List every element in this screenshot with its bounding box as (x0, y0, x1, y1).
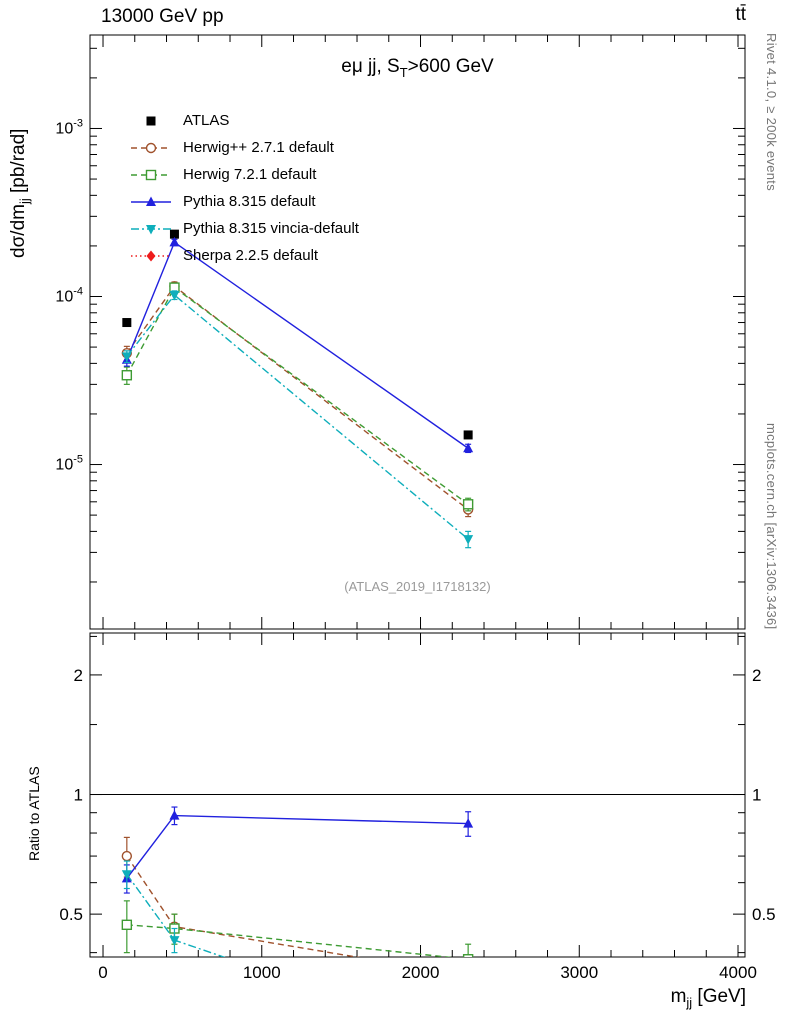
plot-title-post: >600 GeV (407, 56, 494, 77)
process-label: tt̄ (735, 4, 746, 25)
svg-text:10-5: 10-5 (55, 454, 83, 474)
marker-triangle-down (169, 936, 180, 946)
svg-text:2: 2 (74, 666, 83, 685)
legend-sample-herwig-2-7-1-default (131, 142, 171, 153)
x-axis-label-post: [GeV] (692, 986, 746, 1007)
legend-sample-pythia-8-315-vincia-default (131, 224, 171, 234)
svg-text:0.5: 0.5 (59, 905, 83, 924)
marker-triangle-down (463, 535, 474, 545)
legend-item-herwig-7-2-1-default: Herwig 7.2.1 default (129, 161, 359, 188)
svg-text:10-4: 10-4 (55, 286, 83, 306)
marker-triangle-up (146, 196, 156, 206)
svg-text:2: 2 (752, 666, 761, 685)
legend-item-atlas: ATLAS (129, 107, 359, 134)
y-axis-label-sub: jj (16, 198, 32, 205)
legend-sample-herwig-7-2-1-default (131, 169, 171, 180)
svg-text:0: 0 (98, 963, 107, 982)
rivet-version-note: Rivet 4.1.0, ≥ 200k events (764, 33, 779, 192)
marker-circle-open (464, 971, 473, 980)
legend-item-pythia-8-315-vincia-default: Pythia 8.315 vincia-default (129, 215, 359, 242)
analysis-id-annotation: (ATLAS_2019_I1718132) (344, 579, 491, 594)
marker-triangle-down (121, 352, 132, 362)
marker-circle-open (121, 850, 133, 862)
marker-square-open (145, 169, 157, 180)
legend-label: ATLAS (183, 112, 230, 129)
marker-triangle-up (169, 236, 180, 247)
marker-square (463, 430, 473, 440)
marker-square (169, 229, 179, 239)
plot-title-pre: eμ jj, S (341, 56, 400, 77)
svg-text:10-3: 10-3 (55, 117, 83, 137)
svg-text:1: 1 (74, 786, 83, 805)
legend-label: Pythia 8.315 default (183, 193, 316, 210)
svg-text:3000: 3000 (560, 963, 598, 982)
svg-text:2000: 2000 (402, 963, 440, 982)
legend-sample-pythia-8-315-default (131, 196, 171, 206)
y-axis-label: dσ/dmjj [pb/rad] (8, 129, 32, 258)
marker-square-open (462, 499, 474, 510)
legend-label: Sherpa 2.2.5 default (183, 247, 319, 264)
main-panel-frame (89, 34, 746, 630)
marker-triangle-up (169, 810, 180, 820)
mcplots-credit-note: mcplots.cern.ch [arXiv:1306.3436] (764, 422, 779, 629)
series-pythia-8-315-vincia-default (121, 290, 474, 957)
svg-text:1: 1 (752, 786, 761, 805)
marker-triangle-up (463, 442, 474, 453)
plot-title-sub: T (399, 64, 408, 80)
legend-sample-sherpa-2-2-5-default (131, 250, 171, 261)
marker-circle-open (145, 142, 157, 153)
axis-tick-labels: 0 1000 2000 3000 4000 10-5 10-4 10-3 0.5 0.5 1 1 2 2 (55, 117, 775, 982)
marker-diamond (146, 250, 156, 261)
ratio-axis-label: Ratio to ATLAS (26, 766, 42, 861)
marker-square-open (462, 954, 474, 957)
marker-triangle-down (169, 291, 180, 301)
marker-square (122, 318, 132, 328)
legend-label: Pythia 8.315 vincia-default (183, 220, 359, 237)
y-axis-label-post: [pb/rad] (8, 128, 29, 199)
x-axis-label: mjj [GeV] (671, 986, 746, 1010)
legend: ATLAS Herwig++ 2.7.1 default Herwig 7.2.1 … (129, 107, 359, 269)
x-axis-label-sub: jj (686, 994, 693, 1010)
y-axis-label-pre: dσ/dm (8, 204, 29, 258)
legend-item-pythia-8-315-default: Pythia 8.315 default (129, 188, 359, 215)
legend-label: Herwig 7.2.1 default (183, 166, 317, 183)
marker-square-open (121, 370, 133, 381)
legend-item-herwig-2-7-1-default: Herwig++ 2.7.1 default (129, 134, 359, 161)
marker-square (146, 116, 156, 125)
legend-item-sherpa-2-2-5-default: Sherpa 2.2.5 default (129, 242, 359, 269)
svg-text:1000: 1000 (243, 963, 281, 982)
marker-triangle-down (146, 224, 156, 234)
legend-label: Herwig++ 2.7.1 default (183, 139, 334, 156)
svg-text:0.5: 0.5 (752, 905, 776, 924)
svg-text:4000: 4000 (719, 963, 757, 982)
series-atlas (122, 229, 473, 440)
plot-title: eμ jj, ST>600 GeV (90, 56, 745, 80)
beam-energy-label: 13000 GeV pp (101, 6, 224, 27)
legend-sample-atlas (146, 116, 156, 125)
marker-triangle-up (463, 818, 474, 828)
x-axis-label-pre: m (670, 986, 687, 1007)
marker-triangle-down (121, 870, 132, 880)
marker-square-open (121, 919, 133, 931)
